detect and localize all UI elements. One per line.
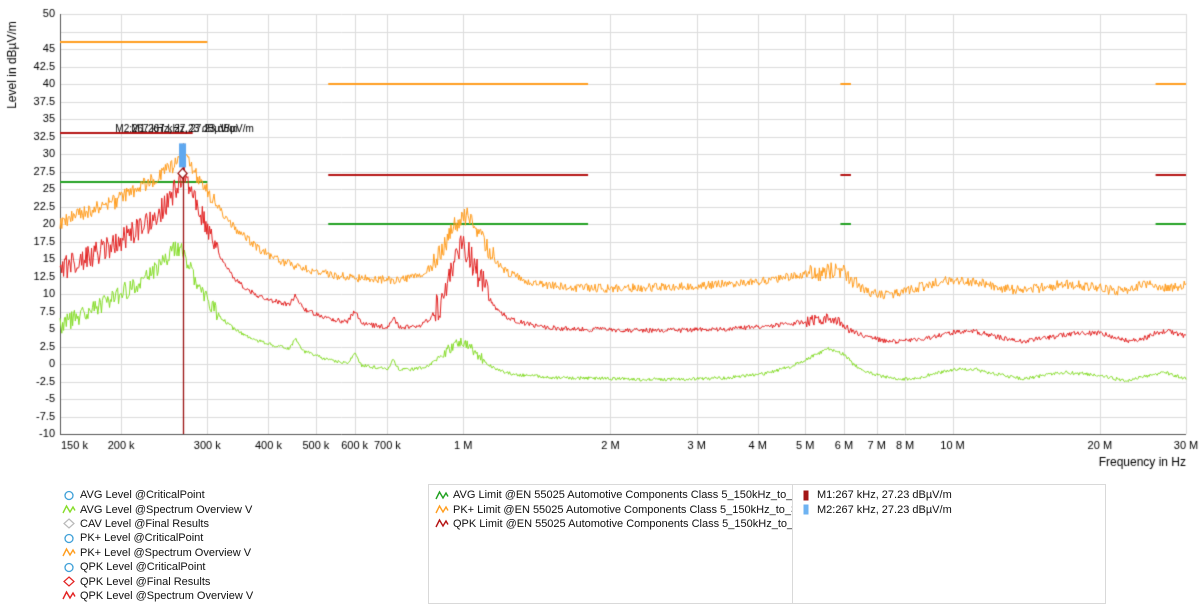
legend-item-marker-m2[interactable]: M2:267 kHz, 27.23 dBµV/m xyxy=(799,502,1099,516)
legend-item-label: QPK Level @Final Results xyxy=(80,575,211,588)
legend-item-qpk-level-criticalpoint[interactable]: QPK Level @CriticalPoint xyxy=(62,560,253,574)
legend-item-pk-level-criticalpoint[interactable]: PK+ Level @CriticalPoint xyxy=(62,531,253,545)
legend-item-avg-level-criticalpoint[interactable]: AVG Level @CriticalPoint xyxy=(62,488,253,502)
legend-item-label: PK+ Limit @EN 55025 Automotive Component… xyxy=(453,503,826,516)
legend-column-limits: AVG Limit @EN 55025 Automotive Component… xyxy=(428,484,828,604)
legend-item-label: PK+ Level @CriticalPoint xyxy=(80,532,204,545)
legend-item-label: CAV Level @Final Results xyxy=(80,517,209,530)
legend-item-pk-level-spectrum[interactable]: PK+ Level @Spectrum Overview V xyxy=(62,546,253,560)
legend-item-label: M1:267 kHz, 27.23 dBµV/m xyxy=(817,489,952,502)
legend-item-label: AVG Level @CriticalPoint xyxy=(80,489,205,502)
legend-item-label: M2:267 kHz, 27.23 dBµV/m xyxy=(817,503,952,516)
legend-item-qpk-level-spectrum[interactable]: QPK Level @Spectrum Overview V xyxy=(62,589,253,603)
trace-wave-icon xyxy=(435,504,449,514)
marker-bar-icon xyxy=(803,490,809,501)
legend-item-marker-m1[interactable]: M1:267 kHz, 27.23 dBµV/m xyxy=(799,488,1099,502)
legend-item-pk-limit[interactable]: PK+ Limit @EN 55025 Automotive Component… xyxy=(435,502,826,516)
trace-wave-icon xyxy=(62,590,76,600)
circle-icon xyxy=(64,533,74,544)
legend-item-label: AVG Limit @EN 55025 Automotive Component… xyxy=(453,489,828,502)
legend-column-traces: AVG Level @CriticalPoint AVG Level @Spec… xyxy=(62,488,253,603)
marker-bar-icon xyxy=(803,504,809,515)
legend-item-avg-limit[interactable]: AVG Limit @EN 55025 Automotive Component… xyxy=(435,488,827,502)
legend-column-markers: M1:267 kHz, 27.23 dBµV/m M2:267 kHz, 27.… xyxy=(792,484,1106,604)
legend-item-label: AVG Level @Spectrum Overview V xyxy=(80,503,253,516)
trace-wave-icon xyxy=(435,518,449,528)
circle-icon xyxy=(64,490,74,500)
legend-item-cav-level-final[interactable]: CAV Level @Final Results xyxy=(62,517,253,531)
legend-item-label: QPK Level @Spectrum Overview V xyxy=(80,589,254,602)
spectrum-chart-canvas[interactable] xyxy=(0,0,1200,472)
circle-icon xyxy=(64,562,74,572)
legend-item-avg-level-spectrum[interactable]: AVG Level @Spectrum Overview V xyxy=(62,502,253,516)
diamond-icon xyxy=(63,576,75,587)
diamond-icon xyxy=(63,518,75,530)
trace-wave-icon xyxy=(62,504,76,514)
chart-legend: AVG Level @CriticalPoint AVG Level @Spec… xyxy=(0,484,1200,608)
trace-wave-icon xyxy=(62,547,76,557)
trace-wave-icon xyxy=(435,490,449,500)
legend-item-label: QPK Level @CriticalPoint xyxy=(80,561,206,574)
legend-item-label: QPK Limit @EN 55025 Automotive Component… xyxy=(453,517,828,530)
legend-item-qpk-limit[interactable]: QPK Limit @EN 55025 Automotive Component… xyxy=(435,517,828,531)
legend-item-label: PK+ Level @Spectrum Overview V xyxy=(80,546,252,559)
legend-item-qpk-level-final[interactable]: QPK Level @Final Results xyxy=(62,574,253,588)
